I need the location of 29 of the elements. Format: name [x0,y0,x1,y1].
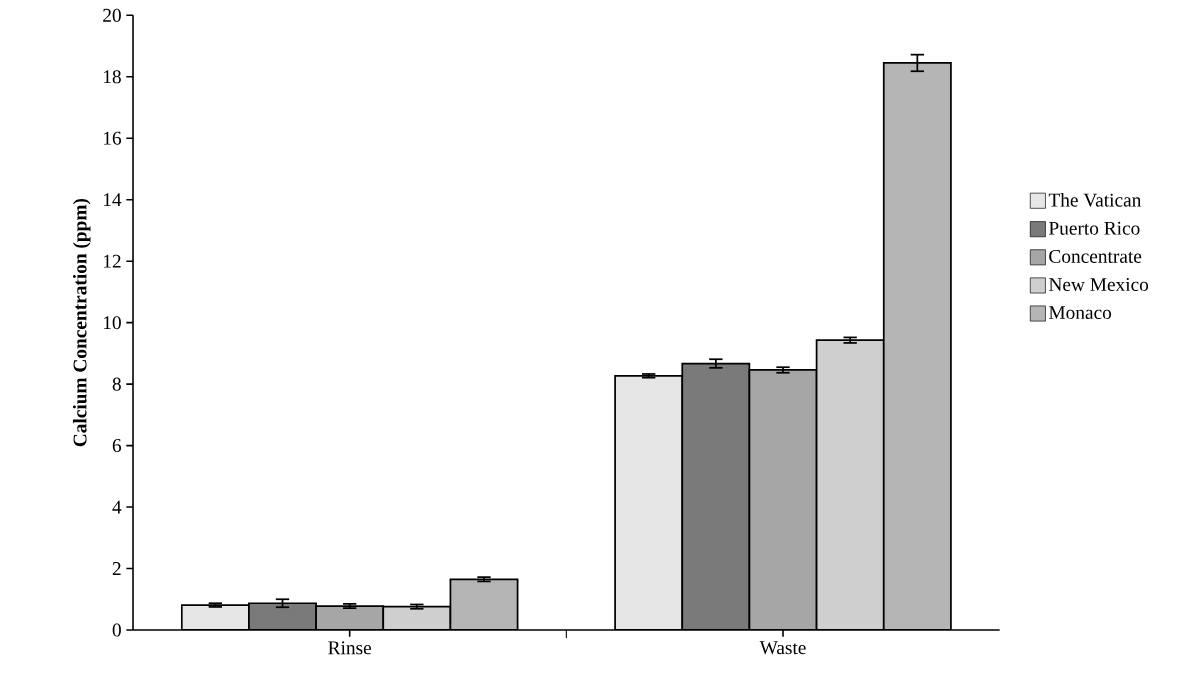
bar [316,606,384,630]
bar [248,603,317,630]
legend-label: Concentrate [1049,249,1142,263]
bar [450,579,518,630]
legend-label: Monaco [1049,306,1112,320]
y-tick-label: 12 [103,254,121,268]
bar [815,339,885,630]
y-axis-title: Calcium Concentration (ppm) [72,198,91,447]
y-tick-label: 18 [103,70,121,84]
legend-label: New Mexico [1049,278,1149,292]
y-tick-label: 4 [112,500,122,514]
bar [614,374,684,630]
y-tick-label: 6 [112,439,122,453]
legend-label: The Vatican [1048,193,1142,207]
bar [748,369,818,630]
y-tick-label: 14 [103,193,122,207]
y-tick-label: 2 [112,562,121,575]
y-tick-label: 20 [103,8,121,22]
y-tick-label: 16 [103,131,122,145]
bar [681,362,751,630]
legend-label: Puerto Rico [1049,221,1140,235]
bar [181,605,249,630]
x-tick-label: Waste [759,641,806,655]
y-tick-label: 10 [103,316,121,330]
bar [383,606,451,630]
y-tick-label: 0 [112,623,121,637]
bar [882,62,952,630]
y-tick-label: 8 [112,377,121,391]
x-tick-label: Rinse [328,641,372,655]
